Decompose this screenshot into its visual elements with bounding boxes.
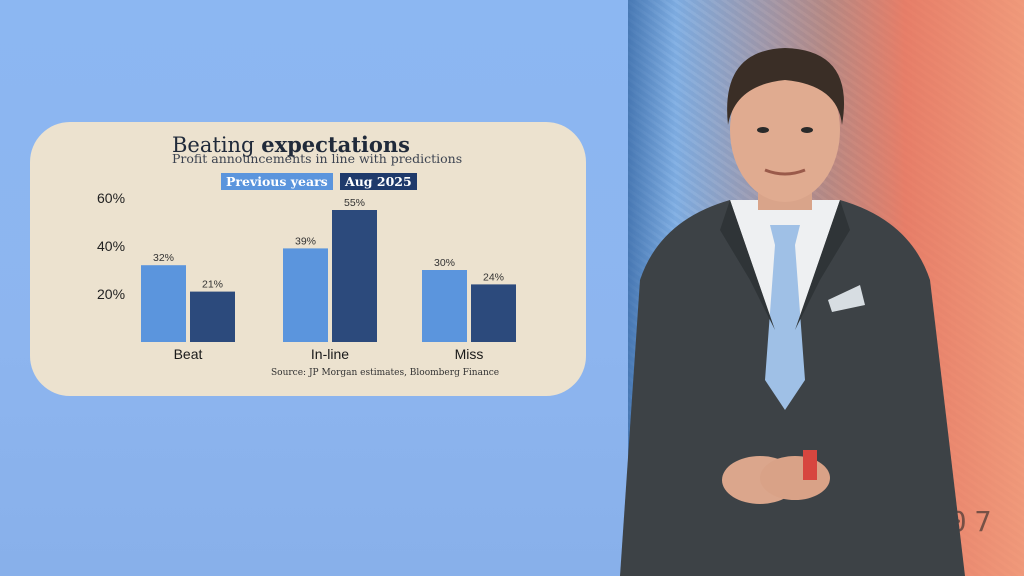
chart-subtitle: Profit announcements in line with predic…: [172, 151, 463, 166]
chart-title: Beating expectations: [172, 132, 410, 157]
bar-miss-aug-2025: [471, 284, 516, 342]
y-tick-label: 20%: [97, 286, 125, 302]
bar-in-line-aug-2025: [332, 210, 377, 342]
chart-title-bold: expectations: [261, 132, 410, 157]
bar-in-line-previous-years: [283, 248, 328, 342]
bar-miss-previous-years: [422, 270, 467, 342]
category-label: Beat: [174, 346, 203, 362]
y-tick-label: 40%: [97, 238, 125, 254]
bar-data-label: 24%: [483, 271, 504, 283]
bar-data-label: 39%: [295, 235, 316, 247]
legend-aug-2025: Aug 2025: [340, 173, 417, 190]
legend-previous-years: Previous years: [221, 173, 333, 190]
chart-source: Source: JP Morgan estimates, Bloomberg F…: [271, 368, 500, 378]
bar-beat-previous-years: [141, 265, 186, 342]
presenter-figure: [620, 48, 965, 576]
bar-data-label: 55%: [344, 197, 365, 209]
category-label: In-line: [311, 346, 349, 362]
y-tick-label: 60%: [97, 190, 125, 206]
bar-beat-aug-2025: [190, 291, 235, 342]
bar-data-label: 21%: [202, 279, 223, 291]
category-label: Miss: [455, 346, 484, 362]
bar-data-label: 32%: [153, 252, 174, 264]
bar-data-label: 30%: [434, 257, 455, 269]
chart-title-normal: Beating: [172, 133, 255, 157]
